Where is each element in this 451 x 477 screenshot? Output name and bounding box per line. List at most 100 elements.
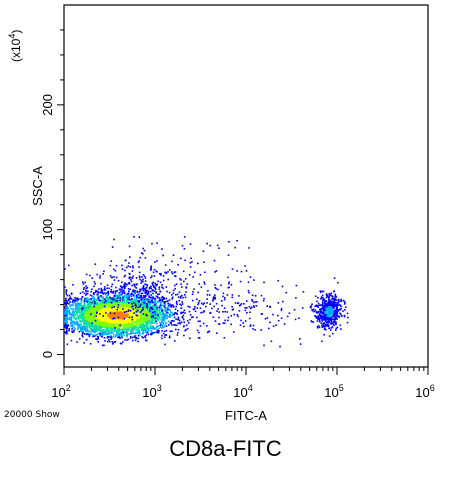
event-dot: [99, 325, 102, 328]
event-dot: [74, 327, 77, 330]
event-dot: [321, 305, 324, 307]
event-dot: [149, 317, 151, 319]
event-dot: [137, 318, 140, 321]
event-dot: [88, 335, 91, 338]
event-dot: [115, 316, 118, 319]
event-dot: [73, 299, 76, 302]
event-dot: [171, 330, 173, 332]
event-dot: [93, 298, 95, 301]
event-dot: [123, 318, 126, 320]
event-dot: [163, 326, 165, 328]
event-dot: [104, 293, 107, 296]
event-dot: [212, 298, 214, 300]
event-dot: [162, 315, 164, 317]
event-dot: [79, 326, 81, 329]
event-dot: [340, 328, 342, 330]
event-dot: [160, 313, 163, 315]
event-dot: [120, 313, 123, 316]
event-dot: [175, 318, 177, 320]
event-dot: [119, 297, 122, 299]
event-dot: [122, 322, 124, 325]
event-dot: [129, 321, 132, 323]
event-dot: [155, 331, 157, 334]
event-dot: [120, 304, 122, 306]
event-dot: [111, 341, 114, 343]
event-dot: [333, 290, 335, 292]
event-dot: [105, 297, 107, 299]
event-dot: [114, 305, 117, 308]
event-dot: [145, 286, 148, 289]
event-dot: [147, 300, 150, 303]
event-dot: [126, 323, 128, 325]
event-dot: [116, 310, 119, 313]
event-dot: [72, 325, 74, 327]
event-dot: [108, 305, 110, 307]
event-dot: [102, 311, 104, 313]
event-dot: [119, 310, 121, 313]
event-dot: [164, 306, 166, 309]
event-dot: [69, 321, 72, 324]
event-dot: [168, 308, 170, 311]
event-dot: [86, 316, 89, 318]
event-dot: [89, 314, 92, 317]
event-dot: [164, 343, 166, 346]
event-dot: [130, 280, 133, 283]
event-dot: [328, 310, 330, 313]
event-dot: [66, 301, 68, 303]
event-dot: [184, 329, 186, 332]
event-dot: [118, 301, 120, 304]
event-dot: [104, 304, 106, 306]
event-dot: [142, 304, 145, 306]
event-dot: [85, 338, 88, 341]
event-dot: [124, 316, 127, 318]
event-dot: [90, 325, 93, 328]
event-dot: [113, 334, 115, 336]
event-dot: [330, 318, 332, 320]
event-dot: [150, 269, 152, 271]
event-dot: [203, 281, 205, 283]
event-dot: [118, 297, 120, 300]
event-dot: [126, 334, 128, 337]
event-dot: [157, 325, 159, 327]
event-dot: [99, 291, 102, 294]
event-dot: [175, 283, 178, 285]
event-dot: [343, 301, 346, 303]
event-dot: [319, 315, 322, 318]
event-dot: [97, 341, 99, 343]
event-dot: [140, 326, 143, 328]
event-dot: [128, 294, 130, 297]
event-dot: [125, 301, 128, 303]
event-dot: [83, 320, 86, 322]
event-dot: [179, 323, 182, 325]
event-dot: [103, 318, 106, 321]
event-dot: [73, 311, 75, 313]
event-dot: [334, 311, 336, 313]
event-dot: [142, 305, 145, 308]
event-dot: [152, 296, 154, 298]
event-dot: [98, 321, 100, 323]
event-dot: [67, 324, 70, 327]
event-dot: [90, 315, 93, 318]
event-dot: [103, 315, 106, 318]
event-dot: [104, 326, 107, 329]
event-dot: [139, 305, 142, 307]
event-dot: [117, 323, 119, 326]
event-dot: [333, 314, 335, 316]
event-dot: [132, 266, 134, 269]
event-dot: [152, 311, 154, 314]
event-dot: [77, 315, 79, 317]
event-dot: [118, 296, 121, 298]
event-dot: [101, 335, 103, 338]
event-dot: [153, 268, 156, 271]
event-dot: [187, 305, 189, 308]
event-dot: [102, 300, 104, 302]
event-dot: [150, 319, 153, 321]
event-dot: [128, 312, 131, 314]
event-dot: [80, 310, 83, 312]
event-dot: [145, 334, 148, 337]
event-dot: [190, 316, 193, 319]
event-dot: [325, 320, 327, 322]
event-dot: [87, 307, 90, 309]
event-dot: [117, 309, 120, 312]
event-dot: [109, 299, 112, 301]
